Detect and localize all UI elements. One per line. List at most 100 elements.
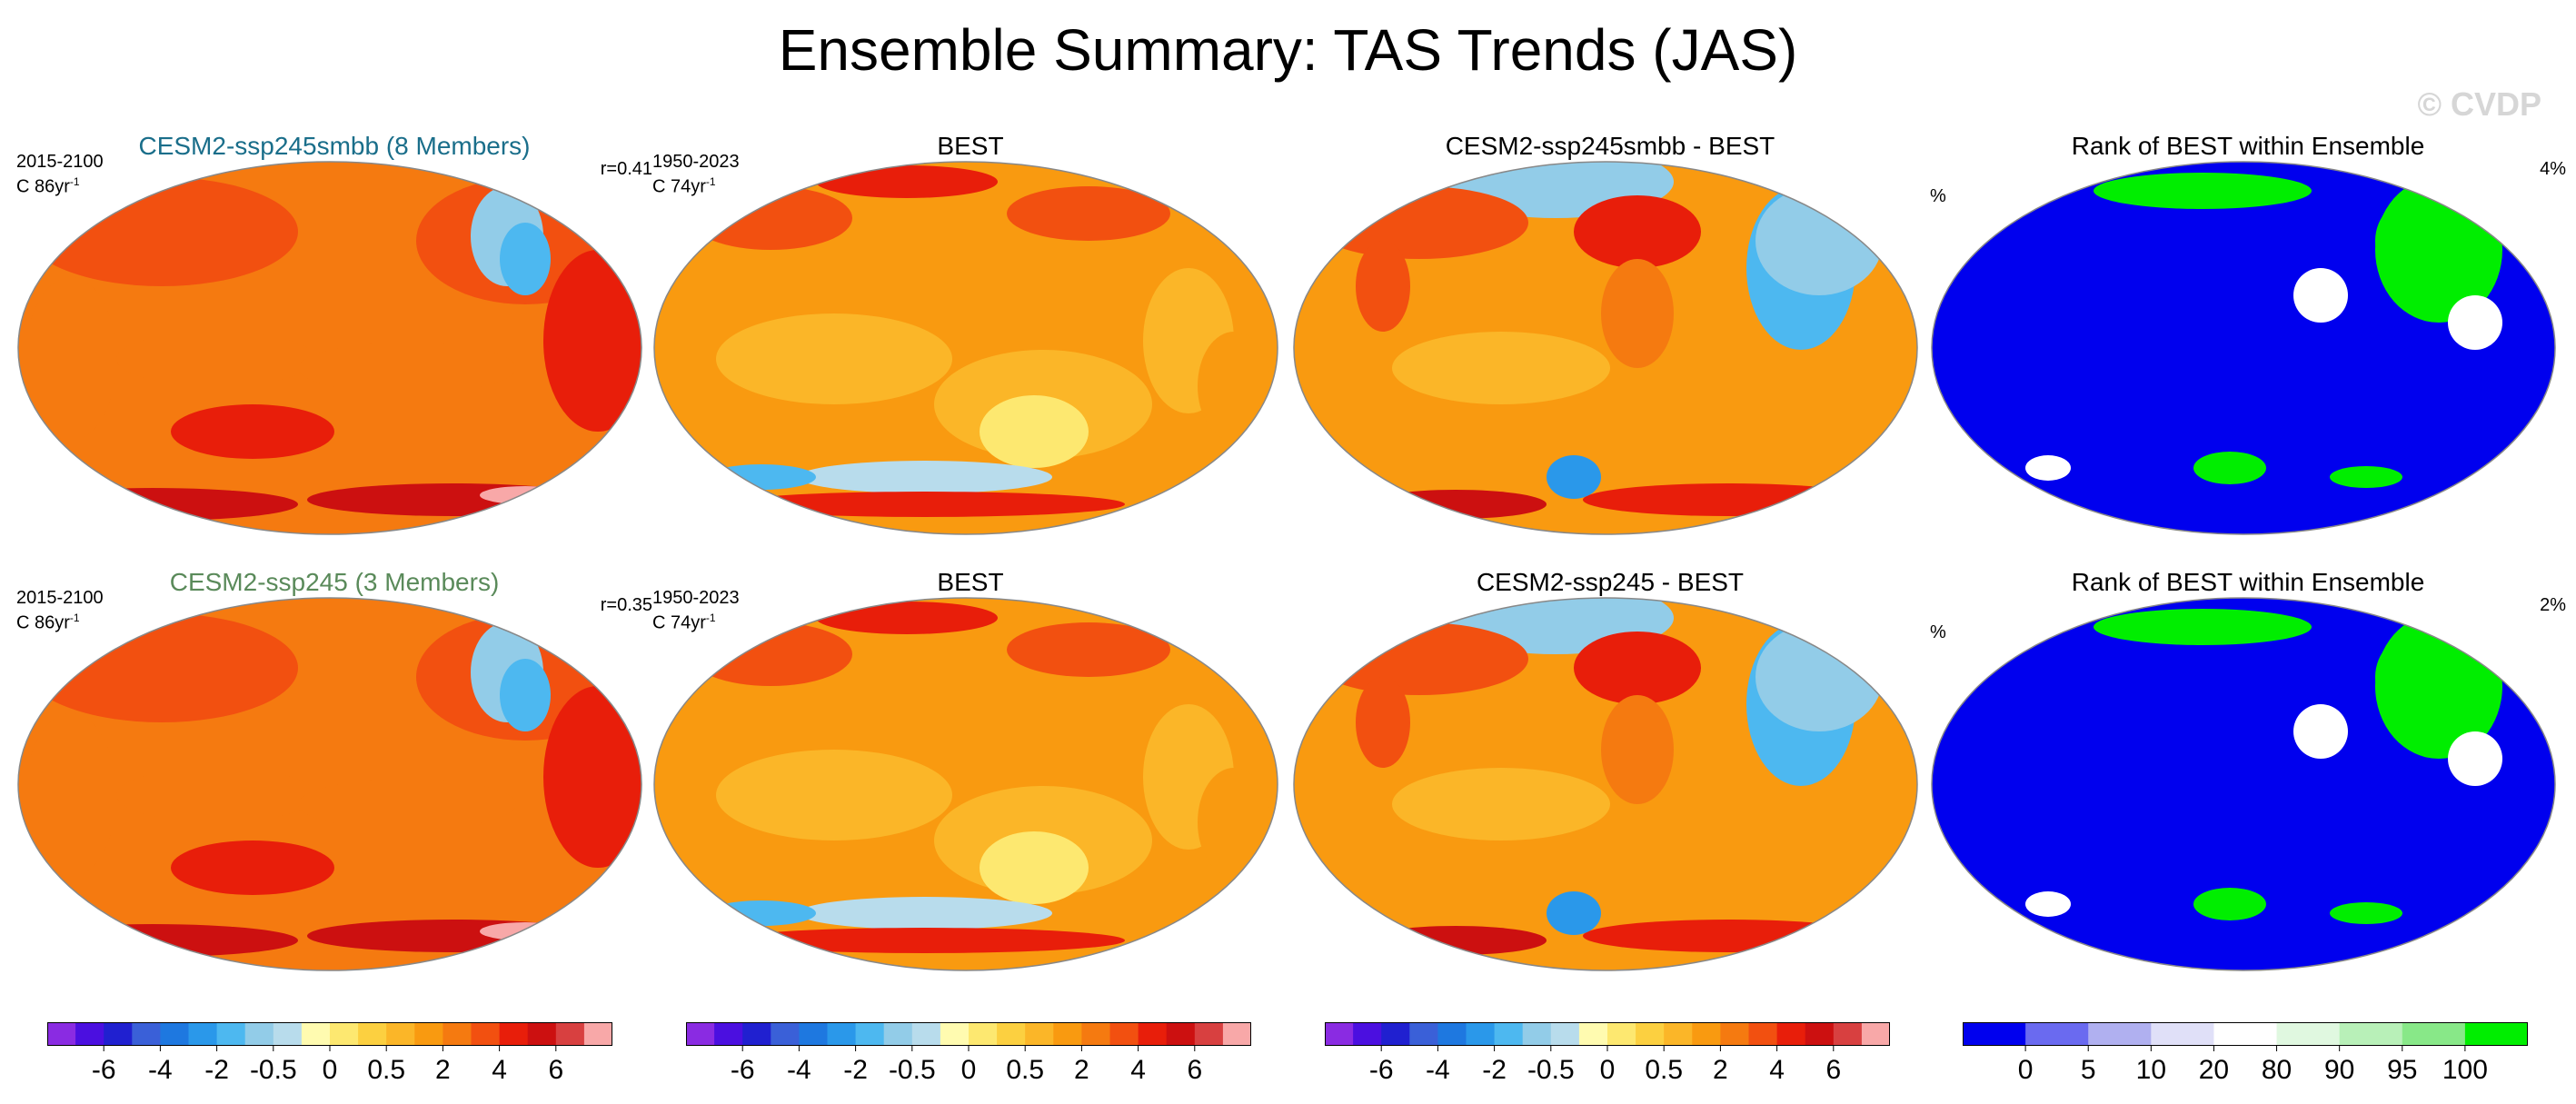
map-outline — [17, 597, 642, 971]
colorbar-label: 0.5 — [1645, 1055, 1684, 1085]
field-region — [980, 831, 1089, 904]
trend-units: C 86yr-1 — [16, 612, 80, 633]
map-outline — [653, 161, 1278, 535]
field-region — [1365, 926, 1547, 955]
field-region — [1007, 186, 1170, 241]
colorbar-swatch — [969, 1022, 998, 1046]
map-heatmap — [653, 597, 1278, 971]
colorbar-swatch — [527, 1022, 557, 1046]
colorbar-swatch — [2025, 1022, 2089, 1046]
trend-units: C 86yr-1 — [16, 175, 80, 197]
colorbar-swatch — [714, 1022, 743, 1046]
colorbar-label: 0 — [322, 1055, 338, 1085]
colorbar-swatch — [1381, 1022, 1410, 1046]
field-region — [25, 277, 116, 441]
field-region — [1198, 332, 1270, 441]
colorbar-label: 4 — [1769, 1055, 1785, 1085]
colorbar-label: -2 — [1482, 1055, 1507, 1085]
field-region — [1601, 695, 1674, 804]
map-outline — [1931, 161, 2556, 535]
colorbar-swatch — [855, 1022, 885, 1046]
colorbar-swatch — [1025, 1022, 1054, 1046]
field-region — [725, 492, 1125, 517]
rank-percentage: 4% — [2540, 159, 2566, 179]
map-outline — [1293, 597, 1918, 971]
colorbar-swatch — [75, 1022, 104, 1046]
colorbar-swatch — [1409, 1022, 1438, 1046]
field-region — [2025, 891, 2071, 917]
rank-percentage: 2% — [2540, 595, 2566, 615]
field-region — [2094, 609, 2312, 645]
map-outline — [653, 597, 1278, 971]
colorbar-label: 6 — [1825, 1055, 1842, 1085]
colorbar-swatch — [1720, 1022, 1749, 1046]
field-region — [1755, 622, 1883, 731]
colorbar-label: -2 — [843, 1055, 868, 1085]
colorbar-swatch — [1805, 1022, 1835, 1046]
field-region — [2375, 632, 2466, 722]
colorbar-swatch — [273, 1022, 303, 1046]
trend-colorbar: -6 -4 -2 -0.5 0 0.5 2 4 6 — [47, 1022, 612, 1104]
rank-unit: % — [1930, 186, 1946, 206]
map-heatmap — [17, 161, 642, 535]
colorbar-swatch — [883, 1022, 913, 1046]
colorbar-label: 90 — [2323, 1055, 2355, 1085]
colorbar-label: -6 — [1368, 1055, 1394, 1085]
panel-title: CESM2-ssp245smbb (8 Members) — [138, 132, 531, 160]
colorbar-label: 10 — [2135, 1055, 2167, 1085]
field-region — [2448, 295, 2502, 350]
field-region — [2193, 888, 2266, 920]
pattern-correlation: r=0.35 — [600, 595, 652, 615]
field-region — [543, 686, 642, 868]
colorbar-swatch — [2339, 1022, 2403, 1046]
colorbar-swatch — [386, 1022, 415, 1046]
colorbar-swatch — [1833, 1022, 1863, 1046]
field-region — [816, 165, 998, 198]
colorbar-label: 6 — [548, 1055, 564, 1085]
field-region — [2330, 902, 2402, 924]
cvdp-watermark: © CVDP — [2417, 85, 2541, 123]
colorbar-swatch — [940, 1022, 970, 1046]
units-exponent: -1 — [69, 175, 80, 188]
field-region — [1365, 490, 1547, 519]
panel-title: Rank of BEST within Ensemble — [2071, 568, 2425, 596]
colorbar-swatch — [1325, 1022, 1354, 1046]
map-panel: CESM2-ssp245smbb - BEST — [1292, 132, 1928, 568]
colorbar-swatch — [911, 1022, 941, 1046]
field-region — [543, 250, 642, 432]
map-panel: Rank of BEST within Ensemble 2%% — [1930, 568, 2566, 1004]
colorbar-swatch — [1664, 1022, 1693, 1046]
colorbar-swatch — [443, 1022, 472, 1046]
map-heatmap — [1931, 597, 2556, 971]
figure-title: Ensemble Summary: TAS Trends (JAS) — [778, 17, 1798, 83]
map-panel: Rank of BEST within Ensemble 4%% — [1930, 132, 2566, 568]
colorbar-swatch — [1081, 1022, 1110, 1046]
colorbar-swatch — [104, 1022, 133, 1046]
field-region — [1574, 632, 1701, 704]
field-region — [2448, 731, 2502, 786]
panel-title: CESM2-ssp245 - BEST — [1476, 568, 1745, 596]
colorbar-swatch — [2464, 1022, 2528, 1046]
field-region — [1392, 332, 1610, 404]
field-region — [116, 768, 316, 822]
colorbar-swatch — [2276, 1022, 2341, 1046]
period-label: 1950-2023 C 74yr-1 — [652, 588, 740, 633]
trend-units: C 74yr-1 — [652, 612, 716, 633]
period-label: 1950-2023 C 74yr-1 — [652, 152, 740, 197]
period-range: 1950-2023 — [652, 152, 740, 172]
colorbar-label: -2 — [204, 1055, 229, 1085]
field-region — [707, 464, 816, 490]
colorbar-swatch — [1138, 1022, 1168, 1046]
colorbar-swatch — [132, 1022, 161, 1046]
colorbar-label: 0 — [1599, 1055, 1616, 1085]
field-region — [307, 920, 598, 952]
colorbar-label: 0 — [960, 1055, 977, 1085]
colorbar-swatch — [555, 1022, 585, 1046]
colorbar-swatch — [1466, 1022, 1496, 1046]
field-region — [1547, 891, 1601, 935]
field-region — [1392, 768, 1610, 840]
field-region — [798, 461, 1052, 493]
colorbar-swatch — [771, 1022, 800, 1046]
colorbar-label: 4 — [492, 1055, 507, 1085]
colorbar-swatch — [742, 1022, 771, 1046]
